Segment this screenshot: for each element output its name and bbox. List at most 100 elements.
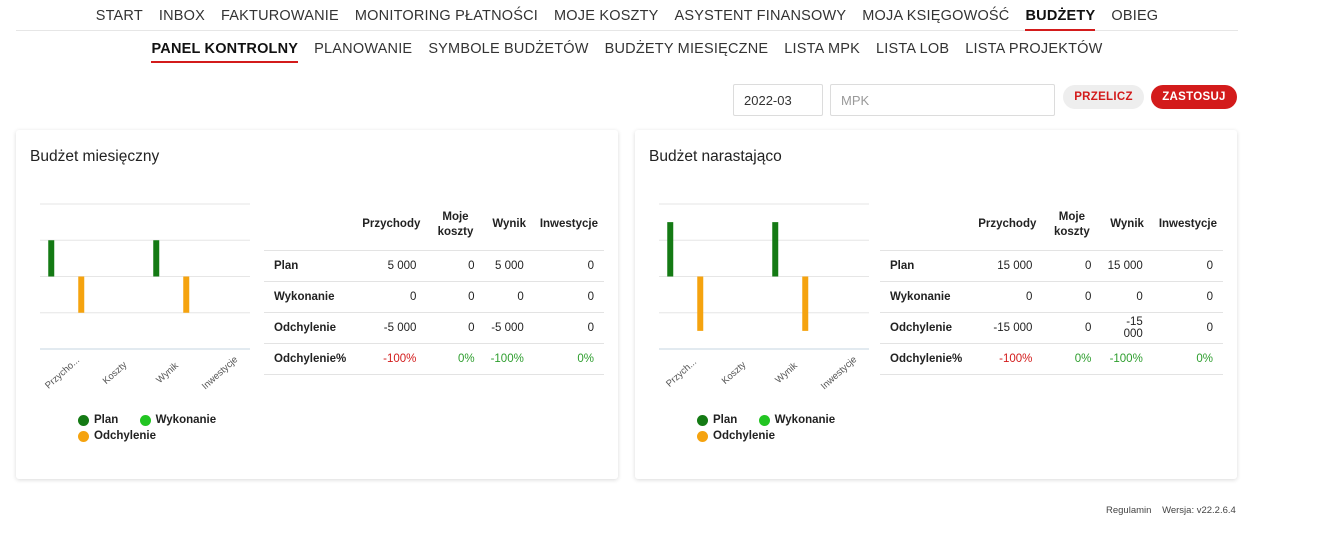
wykonanie-dot-icon: [139, 414, 151, 426]
mpk-input[interactable]: [830, 84, 1055, 116]
apply-button[interactable]: ZASTOSUJ: [1151, 85, 1237, 109]
table-cell: 0%: [1042, 343, 1102, 375]
table-header-row: Przychody Moje koszty Wynik Inwestycje: [264, 200, 604, 251]
table-cell: 0: [972, 281, 1043, 313]
column-header: Inwestycje: [533, 200, 604, 251]
subnav-lista-lob[interactable]: LISTA LOB: [875, 41, 950, 57]
plan-dot-icon: [78, 414, 89, 426]
nav-item-budzety[interactable]: BUDŻETY: [1025, 0, 1096, 31]
legend-item-wykonanie[interactable]: Wykonanie: [758, 414, 835, 426]
legend-item-odchylenie[interactable]: Odchylenie: [697, 430, 775, 442]
plan-dot-icon: [697, 414, 708, 426]
subnav-lista-projektow[interactable]: LISTA PROJEKTÓW: [965, 41, 1103, 57]
legend-label: Odchylenie: [94, 430, 156, 442]
main-nav: START INBOX FAKTUROWANIE MONITORING PŁAT…: [16, 0, 1238, 31]
bar-plan[interactable]: [772, 222, 779, 277]
column-header: Moje koszty: [426, 200, 485, 251]
x-tick-label: Koszty: [720, 359, 749, 386]
table-header-row: Przychody Moje koszty Wynik Inwestycje: [880, 200, 1223, 251]
table-cell: 0: [533, 281, 604, 313]
wykonanie-dot-icon: [758, 414, 770, 426]
table-row: Odchylenie -15 000 0 -15 000 0: [880, 312, 1223, 344]
subnav-lista-mpk[interactable]: LISTA MPK: [784, 41, 860, 57]
column-header: Wynik: [484, 200, 534, 251]
subnav-panel-kontrolny[interactable]: PANEL KONTROLNY: [151, 35, 299, 63]
x-tick-label: Wynik: [773, 360, 800, 386]
table-row: Odchylenie -5 000 0 -5 000 0: [264, 312, 604, 344]
table-cell: 0%: [533, 343, 604, 375]
bar-odchylenie[interactable]: [78, 276, 85, 313]
x-tick-label: Wynik: [154, 360, 181, 386]
row-label: Odchylenie: [264, 312, 357, 344]
table-cell: 0: [1042, 312, 1102, 344]
legend-item-odchylenie[interactable]: Odchylenie: [78, 430, 156, 442]
nav-item-monitoring[interactable]: MONITORING PŁATNOŚCI: [354, 7, 539, 24]
bar-odchylenie[interactable]: [183, 276, 190, 313]
table-cell: 0: [1152, 312, 1223, 344]
table-cell: -5 000: [484, 312, 534, 344]
bar-plan[interactable]: [667, 222, 674, 277]
subnav-planowanie[interactable]: PLANOWANIE: [314, 41, 413, 57]
nav-item-moje-koszty[interactable]: MOJE KOSZTY: [554, 7, 659, 24]
table-cell: 0: [426, 312, 485, 344]
nav-item-inbox[interactable]: INBOX: [158, 7, 206, 24]
table-row: Wykonanie 0 0 0 0: [264, 281, 604, 313]
x-tick-label: Przych...: [664, 357, 699, 390]
bar-plan[interactable]: [48, 240, 55, 277]
row-label: Odchylenie%: [880, 343, 973, 375]
legend-item-wykonanie[interactable]: Wykonanie: [139, 414, 216, 426]
table-cell: -100%: [356, 343, 427, 375]
table-cell: 0: [1101, 281, 1153, 313]
nav-item-ksiegowosc[interactable]: MOJA KSIĘGOWOŚĆ: [862, 7, 1010, 24]
table-cell: 15 000: [1101, 250, 1153, 282]
subnav-budzety-miesieczne[interactable]: BUDŻETY MIESIĘCZNE: [604, 41, 769, 57]
row-label: Odchylenie: [880, 312, 973, 344]
column-header: Przychody: [356, 200, 427, 251]
x-tick-label: Inwestycje: [200, 354, 240, 392]
column-header: Inwestycje: [1152, 200, 1223, 251]
version-label: Wersja: v22.2.6.4: [1162, 505, 1236, 516]
table-corner: [880, 200, 973, 251]
nav-item-obieg[interactable]: OBIEG: [1111, 7, 1159, 24]
sub-nav: PANEL KONTROLNY PLANOWANIE SYMBOLE BUDŻE…: [16, 34, 1238, 64]
nav-item-fakturowanie[interactable]: FAKTUROWANIE: [221, 7, 339, 24]
table-cell: 0: [1152, 281, 1223, 313]
table-cell: 0: [1042, 250, 1102, 282]
row-label: Wykonanie: [264, 281, 357, 313]
monthly-budget-chart: Przycho... Koszty Wynik Inwestycje: [26, 188, 266, 398]
row-label: Wykonanie: [880, 281, 973, 313]
column-header: Przychody: [972, 200, 1043, 251]
table-cell: 5 000: [356, 250, 427, 282]
chart-svg: Przych... Koszty Wynik Inwestycje: [659, 203, 869, 392]
legend-label: Odchylenie: [713, 430, 775, 442]
nav-item-start[interactable]: START: [95, 7, 143, 24]
chart-svg: Przycho... Koszty Wynik Inwestycje: [40, 203, 250, 392]
recalculate-button[interactable]: PRZELICZ: [1063, 85, 1144, 109]
table-cell: -15 000: [1101, 312, 1153, 344]
month-field[interactable]: [733, 84, 823, 116]
x-tick-label: Przycho...: [43, 355, 82, 391]
bar-odchylenie[interactable]: [697, 276, 704, 331]
footer: Regulamin Wersja: v22.2.6.4: [1106, 505, 1244, 516]
table-row: Odchylenie% -100% 0% -100% 0%: [880, 343, 1223, 375]
subnav-symbole[interactable]: SYMBOLE BUDŻETÓW: [428, 41, 589, 57]
card-title: Budżet miesięczny: [30, 148, 160, 165]
legend-item-plan[interactable]: Plan: [78, 414, 118, 426]
x-tick-label: Inwestycje: [819, 354, 859, 392]
table-cell: 15 000: [972, 250, 1043, 282]
table-row: Plan 5 000 0 5 000 0: [264, 250, 604, 282]
table-cell: 0%: [1152, 343, 1223, 375]
cumulative-budget-chart: Przych... Koszty Wynik Inwestycje: [645, 188, 885, 398]
table-cell: 0: [1042, 281, 1102, 313]
table-cell: 5 000: [484, 250, 534, 282]
table-cell: -100%: [484, 343, 534, 375]
legend-item-plan[interactable]: Plan: [697, 414, 737, 426]
bar-plan[interactable]: [153, 240, 160, 277]
column-header: Moje koszty: [1042, 200, 1102, 251]
table-cell: 0: [426, 281, 485, 313]
terms-link[interactable]: Regulamin: [1106, 505, 1152, 516]
nav-item-asystent[interactable]: ASYSTENT FINANSOWY: [674, 7, 847, 24]
table-cell: 0: [426, 250, 485, 282]
bar-odchylenie[interactable]: [802, 276, 809, 331]
odchylenie-dot-icon: [697, 430, 708, 442]
